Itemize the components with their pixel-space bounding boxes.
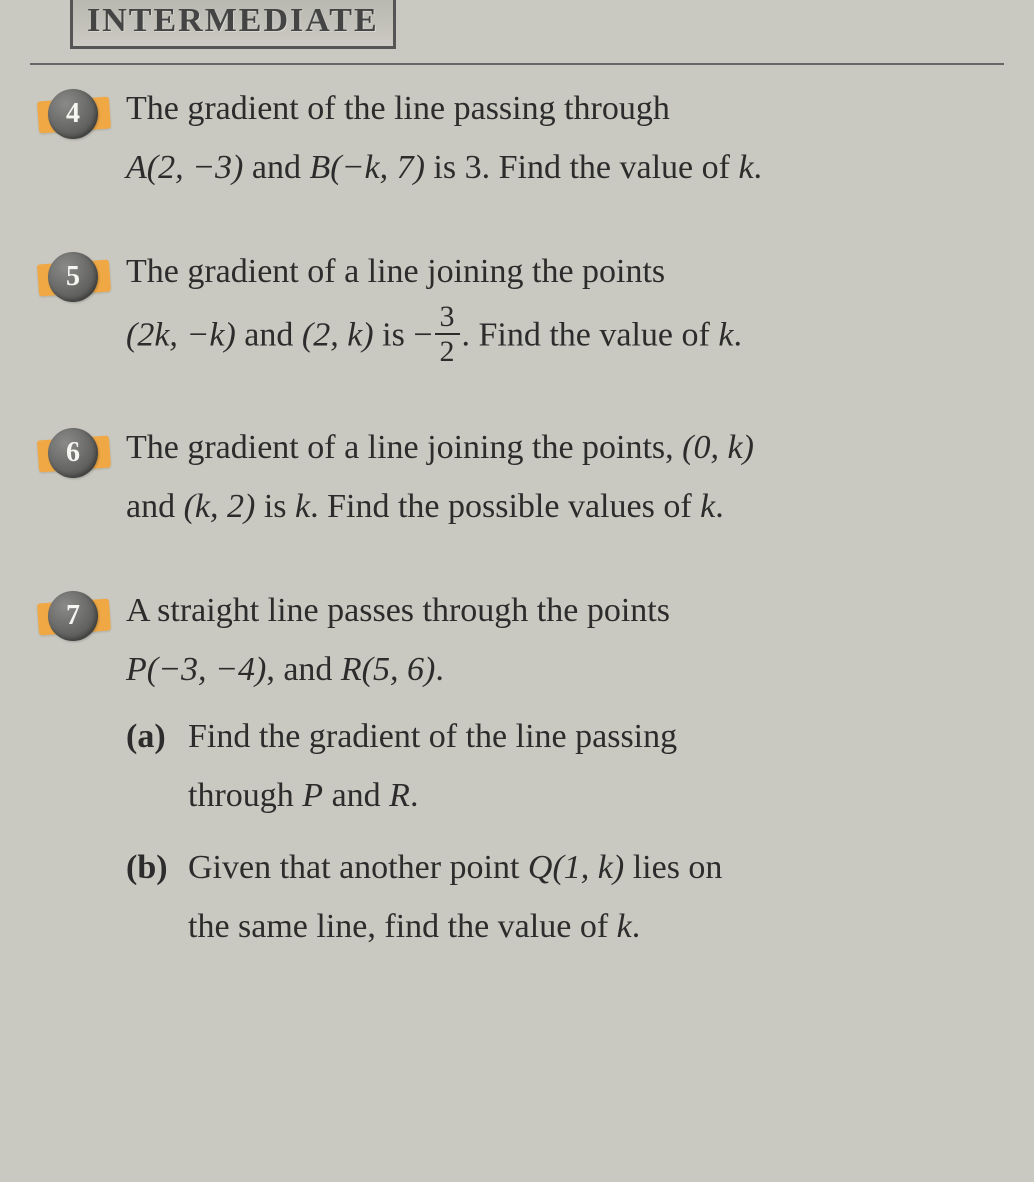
sub-a-line2-pre: through — [188, 777, 302, 814]
q5-pointB: (2, k) — [302, 316, 374, 353]
section-header-box: INTERMEDIATE — [70, 0, 396, 49]
sub-b-line1-pre: Given that another point — [188, 849, 528, 886]
question-number: 5 — [66, 261, 80, 293]
question-number: 4 — [66, 98, 80, 130]
question-7: 7 A straight line passes through the poi… — [30, 585, 1004, 959]
q6-pointB: (k, 2) — [184, 488, 256, 525]
frac-den: 2 — [435, 335, 460, 367]
question-body: The gradient of a line joining the point… — [126, 422, 986, 539]
q7-comma-and: , and — [266, 651, 341, 688]
sub-b-body: Given that another point Q(1, k) lies on… — [188, 842, 722, 959]
question-number-badge: 7 — [48, 591, 98, 641]
sub-a-label: (a) — [126, 711, 188, 828]
sub-a-and: and — [323, 777, 389, 814]
question-6: 6 The gradient of a line joining the poi… — [30, 422, 1004, 539]
sub-b-var: k — [617, 908, 632, 945]
q4-post: is 3. Find the value of — [425, 149, 739, 186]
q4-pointA: A(2, −3) — [126, 149, 243, 186]
q5-and: and — [236, 316, 302, 353]
sub-a-tail: . — [410, 777, 419, 814]
q5-pointA: (2k, −k) — [126, 316, 236, 353]
sub-a-body: Find the gradient of the line passing th… — [188, 711, 677, 828]
question-4: 4 The gradient of the line passing throu… — [30, 83, 1004, 200]
question-number: 6 — [66, 437, 80, 469]
q6-var1: k — [295, 488, 310, 525]
section-header-label: INTERMEDIATE — [87, 2, 379, 39]
q5-fraction: 32 — [435, 302, 460, 367]
q5-is: is — [374, 316, 414, 353]
q6-pointA: (0, k) — [682, 429, 754, 466]
q6-is: is — [255, 488, 295, 525]
q6-post: . Find the possible values of — [310, 488, 700, 525]
q5-var: k — [718, 316, 733, 353]
subquestion-b: (b) Given that another point Q(1, k) lie… — [126, 842, 986, 959]
question-number-circle: 6 — [48, 428, 98, 478]
question-body: The gradient of a line joining the point… — [126, 246, 986, 376]
sub-b-line1-post: lies on — [624, 849, 722, 886]
q6-line1-pre: The gradient of a line joining the point… — [126, 429, 682, 466]
horizontal-rule — [30, 63, 1004, 65]
q7-tail1: . — [435, 651, 444, 688]
q7-pointP: P(−3, −4) — [126, 651, 266, 688]
q6-var2: k — [700, 488, 715, 525]
question-body: The gradient of the line passing through… — [126, 83, 986, 200]
sub-b-Q: Q(1, k) — [528, 849, 624, 886]
q6-line2-pre: and — [126, 488, 184, 525]
question-number-circle: 4 — [48, 89, 98, 139]
question-body: A straight line passes through the point… — [126, 585, 986, 959]
q7-line1: A straight line passes through the point… — [126, 592, 670, 629]
q4-var: k — [738, 149, 753, 186]
q5-minus: − — [413, 316, 432, 353]
question-number: 7 — [66, 600, 80, 632]
q4-pointB: B(−k, 7) — [309, 149, 424, 186]
question-number-badge: 6 — [48, 428, 98, 478]
q4-and: and — [243, 149, 309, 186]
sub-a-P: P — [302, 777, 323, 814]
sub-b-line2-pre: the same line, find the value of — [188, 908, 617, 945]
sub-a-line1: Find the gradient of the line passing — [188, 718, 677, 755]
question-number-badge: 5 — [48, 252, 98, 302]
q7-pointR: R(5, 6) — [341, 651, 435, 688]
q6-tail: . — [715, 488, 724, 525]
subquestion-a: (a) Find the gradient of the line passin… — [126, 711, 986, 828]
question-5: 5 The gradient of a line joining the poi… — [30, 246, 1004, 376]
page-container: INTERMEDIATE 4 The gradient of the line … — [0, 0, 1034, 1036]
sub-a-R: R — [389, 777, 410, 814]
q5-post: . Find the value of — [462, 316, 719, 353]
frac-num: 3 — [435, 302, 460, 335]
question-number-circle: 5 — [48, 252, 98, 302]
sub-b-label: (b) — [126, 842, 188, 959]
question-number-badge: 4 — [48, 89, 98, 139]
q4-line1: The gradient of the line passing through — [126, 90, 670, 127]
sub-b-tail: . — [632, 908, 641, 945]
q4-tail: . — [754, 149, 763, 186]
q5-line1: The gradient of a line joining the point… — [126, 253, 665, 290]
q5-tail: . — [733, 316, 742, 353]
question-number-circle: 7 — [48, 591, 98, 641]
